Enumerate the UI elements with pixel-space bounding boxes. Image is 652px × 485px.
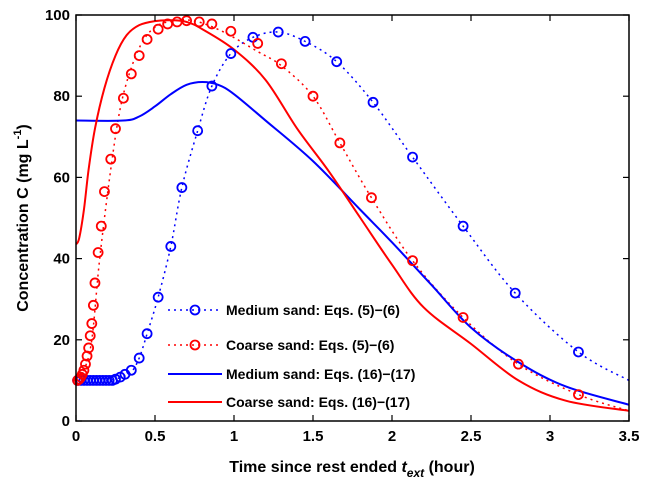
x-tick-label: 3.5 xyxy=(619,428,640,445)
legend: Medium sand: Eqs. (5)−(6) Coarse sand: E… xyxy=(168,302,415,410)
series-1-point xyxy=(92,247,104,258)
series-1-point xyxy=(252,38,264,49)
legend-entry-medium-dotted: Medium sand: Eqs. (5)−(6) xyxy=(168,302,400,318)
series-1-point xyxy=(171,16,183,28)
series-1-point xyxy=(87,299,99,311)
series-0-point xyxy=(573,346,584,358)
series-1-point xyxy=(125,68,137,80)
series-1-point xyxy=(457,312,469,323)
y-axis-label-text: Concentration C (mg L xyxy=(15,139,32,312)
x-axis-label-unit: (hour) xyxy=(429,459,475,476)
x-tick-label: 2 xyxy=(388,428,396,445)
series-1-point xyxy=(193,16,205,28)
series-0-point xyxy=(457,220,469,232)
series-1-point xyxy=(307,90,319,102)
series-1-point xyxy=(78,364,90,376)
legend-label-medium-dotted: Medium sand: Eqs. (5)−(6) xyxy=(226,302,400,318)
series-1-point xyxy=(152,23,164,35)
tick-layer: 0 0.5 1 1.5 2 2.5 3 3.5 0 20 40 60 80 100 xyxy=(45,7,639,445)
series-line-2 xyxy=(76,80,629,406)
y-tick-label: 60 xyxy=(53,169,70,186)
x-tick-label: 2.5 xyxy=(461,428,482,445)
legend-entry-medium-solid: Medium sand: Eqs. (16)−(17) xyxy=(168,366,415,382)
y-axis-label-close: ) xyxy=(15,124,32,129)
series-1-point xyxy=(513,358,524,370)
series-0-point xyxy=(152,291,164,303)
series-line-3 xyxy=(76,19,629,412)
series-1-point xyxy=(118,92,129,104)
legend-entry-coarse-dotted: Coarse sand: Eqs. (5)−(6) xyxy=(168,337,394,353)
series-1-point xyxy=(275,58,287,70)
y-tick-label: 40 xyxy=(53,251,70,268)
x-tick-label: 0 xyxy=(72,428,80,445)
x-tick-label: 1 xyxy=(230,428,238,445)
series-0-point xyxy=(225,48,237,59)
series-layer xyxy=(76,19,629,412)
series-0-point xyxy=(165,241,177,252)
x-axis-label-text: Time since rest ended xyxy=(229,459,397,476)
legend-label-medium-solid: Medium sand: Eqs. (16)−(17) xyxy=(226,366,415,382)
series-1-point xyxy=(99,186,110,198)
series-0-point xyxy=(133,352,145,364)
series-0-point xyxy=(206,80,218,92)
legend-label-coarse-dotted: Coarse sand: Eqs. (5)−(6) xyxy=(226,337,394,353)
series-1-point xyxy=(334,137,346,149)
series-0-point xyxy=(103,374,115,386)
y-axis-label-sup: -1 xyxy=(12,130,24,140)
series-1-point xyxy=(95,220,107,232)
legend-label-coarse-solid: Coarse sand: Eqs. (16)−(17) xyxy=(226,394,410,410)
series-0-point xyxy=(125,364,137,376)
series-1-point xyxy=(110,123,121,135)
series-0-point xyxy=(367,96,379,108)
series-1-point xyxy=(366,192,377,204)
series-1-point xyxy=(84,330,96,342)
series-1-point xyxy=(141,33,153,45)
x-tick-label: 0.5 xyxy=(145,428,166,445)
legend-entry-coarse-solid: Coarse sand: Eqs. (16)−(17) xyxy=(168,394,410,410)
series-0-point xyxy=(299,35,311,47)
x-axis-label: Time since rest ended text (hour) xyxy=(229,459,475,480)
series-1-point xyxy=(105,153,117,165)
series-0-point xyxy=(509,287,521,299)
series-0-point xyxy=(331,56,343,68)
y-tick-label: 100 xyxy=(45,7,70,24)
y-tick-label: 80 xyxy=(53,88,70,105)
y-axis-label: Concentration C (mg L-1) xyxy=(12,124,32,312)
series-0-point xyxy=(192,125,204,137)
series-1-point xyxy=(206,18,218,30)
series-1-point xyxy=(133,50,145,61)
x-axis-label-sub: ext xyxy=(407,466,425,480)
marker-layer xyxy=(72,15,584,401)
series-1-point xyxy=(181,15,193,27)
series-1-point xyxy=(573,389,584,401)
axes-frame xyxy=(75,14,630,422)
x-tick-label: 3 xyxy=(546,428,554,445)
series-0-point xyxy=(141,328,153,340)
series-line-0 xyxy=(76,31,629,382)
plot-area xyxy=(72,15,629,412)
series-0-point xyxy=(176,182,188,193)
legend-marker-medium-dotted xyxy=(189,304,201,316)
series-0-point xyxy=(407,151,418,163)
legend-marker-coarse-dotted xyxy=(189,339,201,351)
y-tick-label: 0 xyxy=(62,413,70,430)
series-1-point xyxy=(86,318,98,329)
y-tick-label: 20 xyxy=(53,332,70,349)
x-tick-label: 1.5 xyxy=(303,428,324,445)
series-1-point xyxy=(83,342,95,354)
series-0-point xyxy=(272,26,284,38)
series-1-point xyxy=(407,255,418,267)
series-1-point xyxy=(225,25,237,37)
x-axis-label-var: t xyxy=(401,459,407,476)
series-1-point xyxy=(89,277,101,289)
